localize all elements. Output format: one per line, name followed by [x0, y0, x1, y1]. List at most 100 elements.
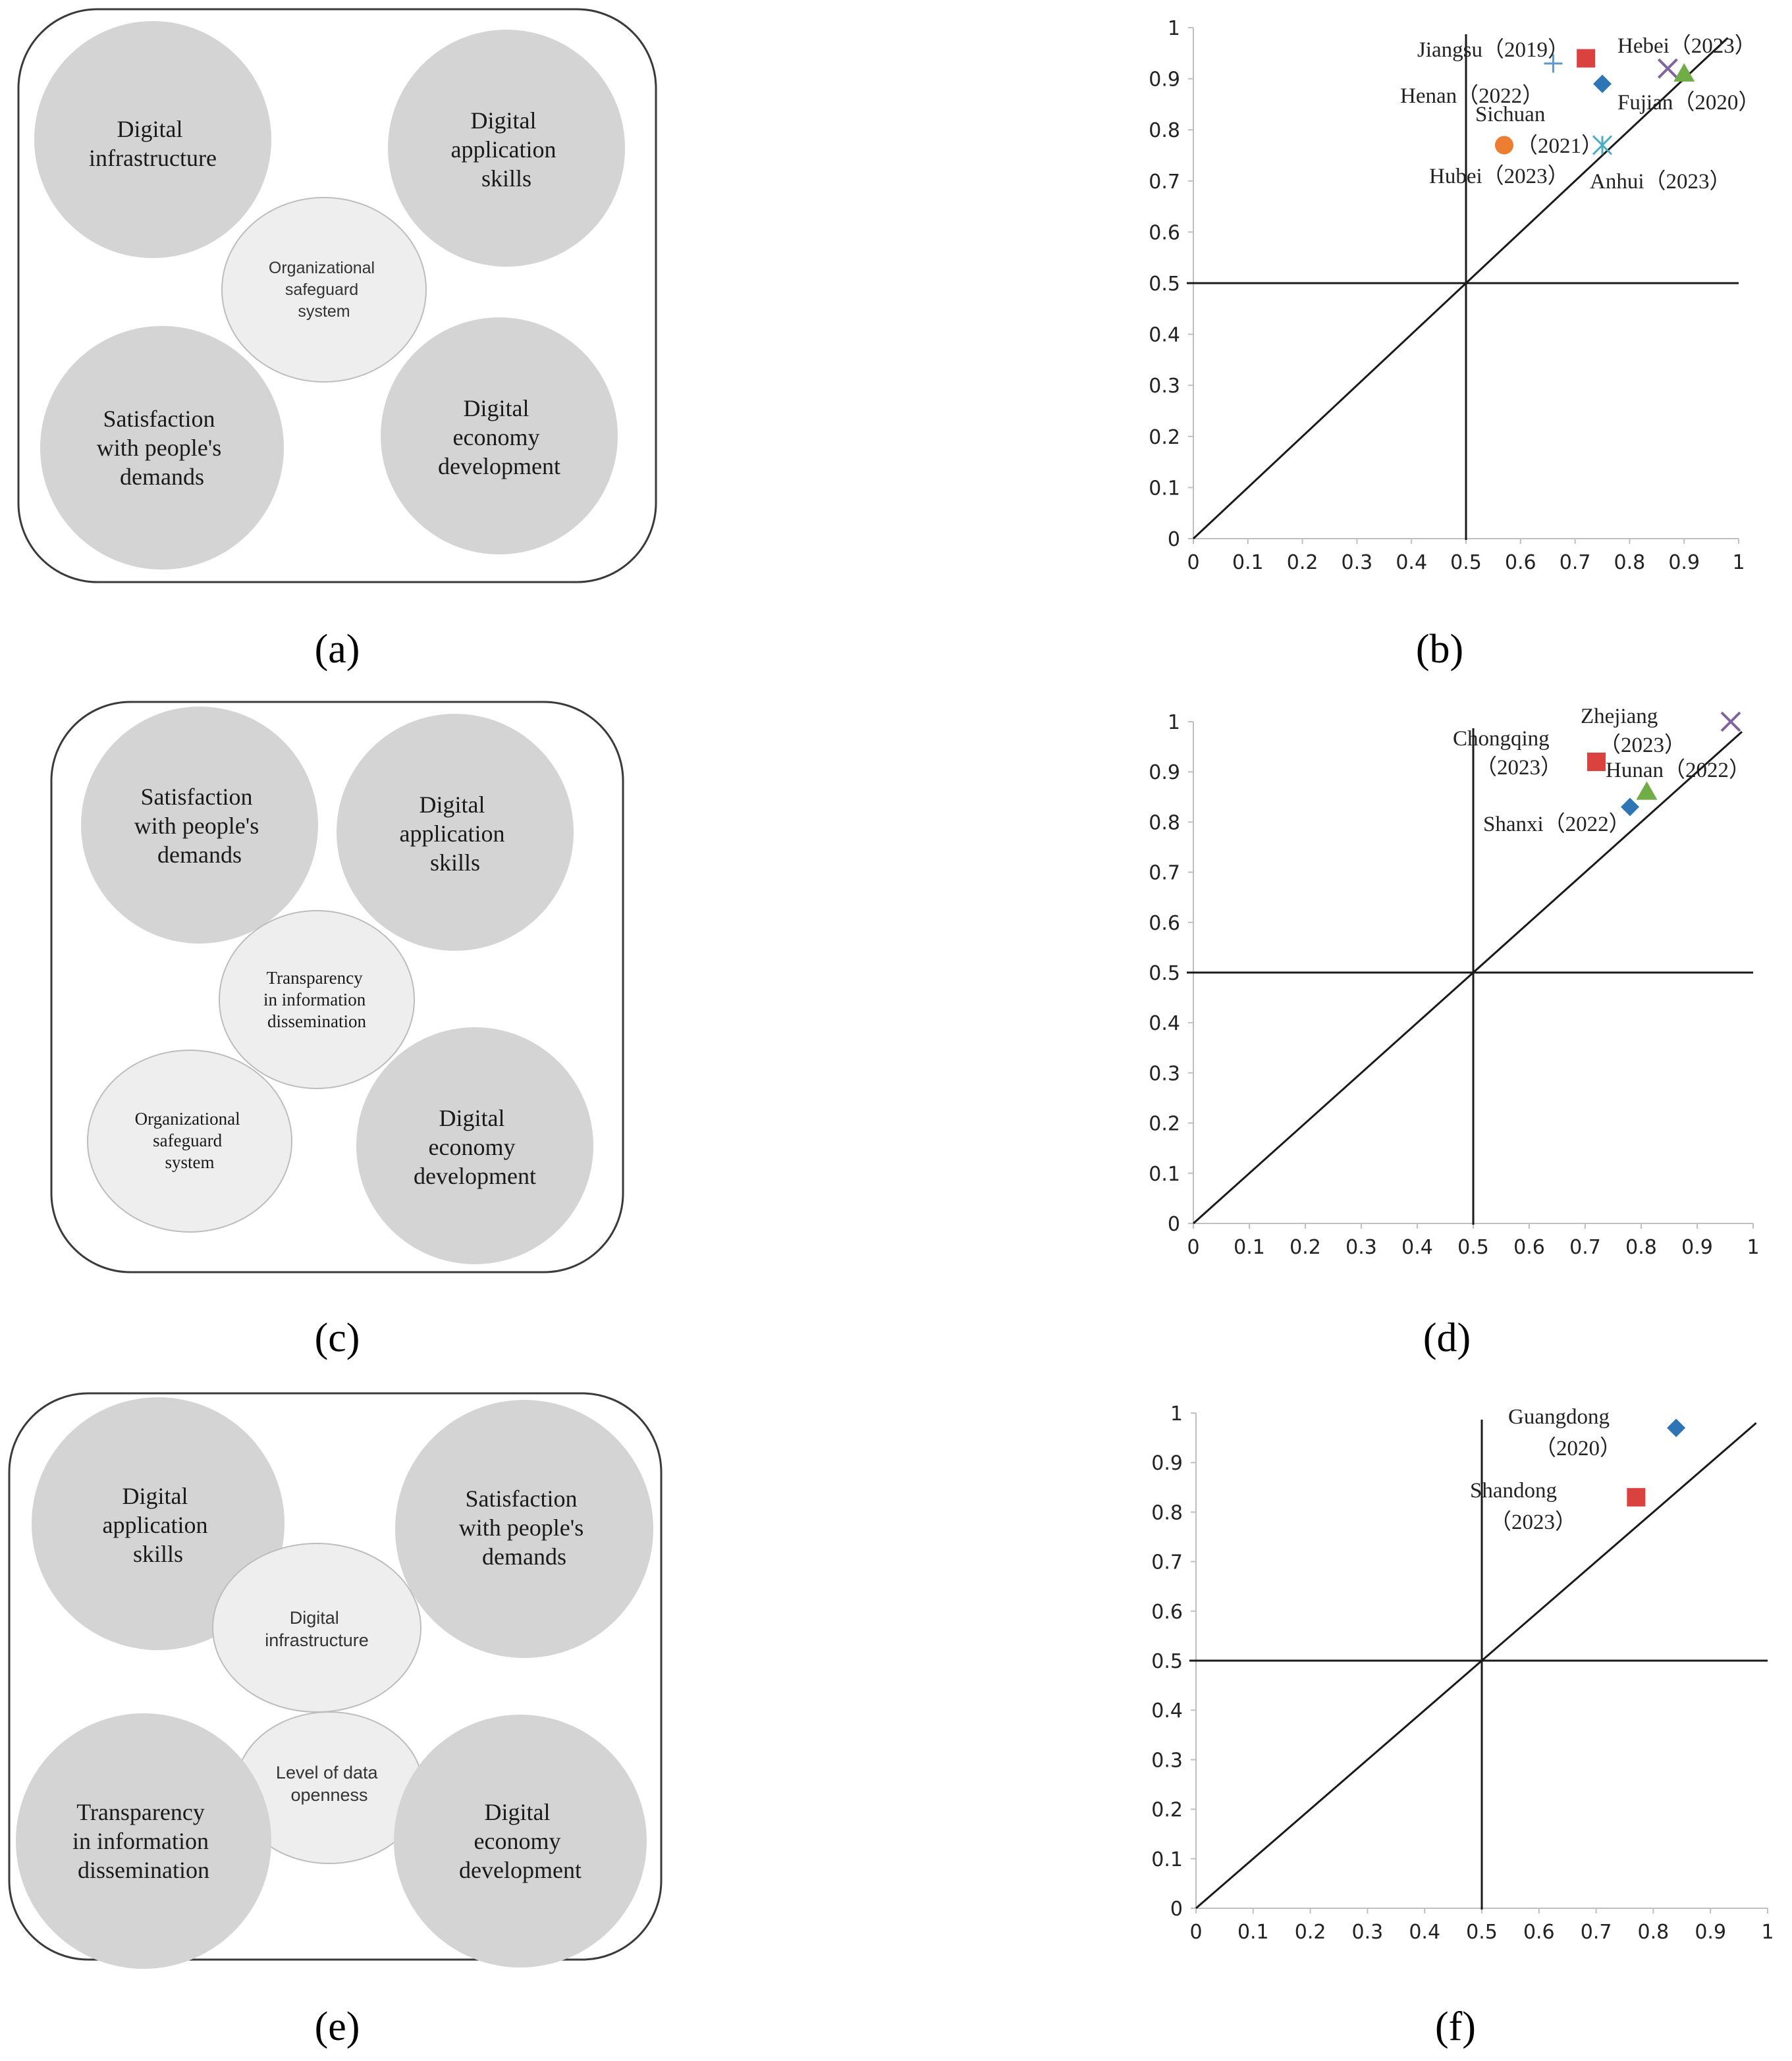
bubble-satisfaction-with-demands: Satisfaction with people's demands [40, 326, 284, 570]
bubble-organizational-safeguard-system: Organizational safeguard system [87, 1050, 292, 1233]
point-label: Zhejiang [1581, 705, 1658, 728]
y-tick-label: 0.5 [1149, 273, 1180, 296]
bubble-line: Digital [464, 395, 529, 421]
bubble-line: with people's [97, 435, 221, 461]
y-tick-label: 0.4 [1149, 324, 1180, 347]
x-tick-label: 0.8 [1638, 1921, 1670, 1944]
x-tick-label: 0.8 [1614, 551, 1646, 574]
bubble-line: skills [430, 849, 480, 876]
x-tick-label: 0.2 [1287, 551, 1318, 574]
bubble-line: development [414, 1163, 536, 1189]
bubble-line: safeguard [285, 281, 358, 299]
scatter-chart-f: 0 0.1 0.2 0.3 0.4 0.5 0.6 0.7 0.8 0.9 1 0 0.1 0.2 0.3 0… [1151, 1403, 1774, 2049]
bubble-line: dissemination [78, 1857, 209, 1883]
svg-text:Digital infrastructure: Digital infrastructure [89, 116, 217, 171]
bubble-transparency-information: Transparency in information disseminatio… [16, 1713, 271, 1969]
bubble-transparency-information: Transparency in information disseminatio… [219, 910, 415, 1089]
point-label: Fujian（2020） [1617, 91, 1760, 115]
bubble-line: skills [481, 165, 531, 192]
bubble-line: economy [453, 424, 540, 450]
point-label: Shandong [1470, 1479, 1557, 1503]
bubble-line: system [298, 302, 350, 321]
svg-text:Digital economy: Digital economy development [438, 395, 560, 479]
x-tick-label: 0.3 [1345, 1236, 1377, 1259]
bubble-line: skills [133, 1541, 183, 1567]
bubble-digital-economy-development: Digital economy development [381, 317, 618, 554]
y-tick-label: 0.3 [1151, 1749, 1183, 1772]
point-label: Shanxi（2022） [1483, 813, 1631, 836]
bubble-line: development [459, 1857, 582, 1883]
x-tick-label: 0.7 [1560, 551, 1591, 574]
diagonal-reference-line [1195, 1422, 1757, 1910]
x-tick-label: 0.4 [1396, 551, 1427, 574]
bubble-line: Organizational [135, 1109, 240, 1129]
bubble-line: economy [474, 1828, 561, 1854]
x-tick-label: 0.3 [1342, 551, 1373, 574]
y-tick-label: 0 [1170, 1898, 1183, 1921]
y-tick-label: 1 [1168, 17, 1180, 40]
point-label: Hubei（2023） [1429, 165, 1569, 188]
x-tick-label: 0.7 [1581, 1921, 1612, 1944]
bubble-line: Satisfaction [103, 406, 215, 432]
svg-text:Satisfaction with peop: Satisfaction with people's demands [459, 1486, 589, 1570]
data-point [1544, 54, 1563, 73]
y-tick-label: 0.4 [1151, 1700, 1183, 1723]
point-label: Jiangsu（2019） [1417, 38, 1569, 62]
bubble-line: with people's [459, 1514, 584, 1541]
bubble-organizational-safeguard-system: Organizational safeguard system [221, 197, 427, 383]
data-point [1494, 136, 1513, 155]
y-tick-label: 0.6 [1149, 912, 1180, 935]
x-tick-label: 0 [1187, 1236, 1199, 1259]
x-tick-label: 0 [1187, 551, 1199, 574]
y-tick-label: 0.9 [1151, 1452, 1183, 1475]
y-tick-label: 0.4 [1149, 1012, 1180, 1035]
data-point [1667, 1418, 1686, 1437]
data-point [1636, 781, 1658, 800]
bubble-line: system [165, 1152, 214, 1172]
bubble-digital-economy-development: Digital economy development [394, 1715, 647, 1967]
y-tick-label: 0.8 [1149, 119, 1180, 142]
y-tick-label: 0.1 [1151, 1848, 1183, 1871]
svg-text:Transparency in inform: Transparency in information disseminatio… [263, 968, 370, 1031]
bubble-digital-application-skills: Digital application skills [337, 714, 574, 951]
svg-text:Organizational safegua: Organizational safeguard system [269, 259, 379, 321]
x-tick-label: 0.1 [1232, 551, 1264, 574]
panel-e: Digital application skills Satisfaction … [8, 1392, 663, 2049]
bubble-line: application [400, 820, 505, 847]
point-label: Sichuan [1475, 103, 1545, 126]
x-tick-label: 0.7 [1569, 1236, 1601, 1259]
x-tick-label: 0.8 [1625, 1236, 1657, 1259]
bubble-line: application [103, 1512, 208, 1538]
x-tick-label: 0.6 [1513, 1236, 1545, 1259]
bubble-line: Digital [439, 1105, 505, 1131]
x-tick-label: 0.4 [1401, 1236, 1433, 1259]
point-label: （2023） [1475, 756, 1562, 780]
svg-text:Digital economy: Digital economy development [459, 1799, 582, 1883]
x-tick-label: 0.5 [1450, 551, 1482, 574]
panel-caption: (f) [1435, 2004, 1476, 2049]
x-tick-label: 0.9 [1695, 1921, 1726, 1944]
bubble-line: Organizational [269, 259, 375, 277]
bubble-line: infrastructure [265, 1630, 369, 1650]
bubble-line: in information [263, 990, 366, 1009]
bubble-line: safeguard [153, 1131, 222, 1150]
y-tick-label: 1 [1170, 1403, 1183, 1426]
panel-caption: (d) [1423, 1316, 1471, 1360]
bubble-line: application [451, 136, 557, 163]
bubble-line: Digital [485, 1799, 551, 1825]
data-point [1627, 1487, 1646, 1507]
y-tick-label: 0.3 [1149, 375, 1180, 398]
point-label: Hebei（2023） [1617, 34, 1756, 58]
svg-text:Satisfaction with peop: Satisfaction with people's demands [97, 406, 227, 490]
y-tick-label: 0.1 [1149, 477, 1180, 500]
panel-e-caption: (e) [315, 2004, 360, 2049]
bubble-line: Digital [117, 116, 183, 142]
x-tick-label: 0.5 [1466, 1921, 1498, 1944]
y-tick-label: 0.1 [1149, 1163, 1180, 1186]
svg-text:Digital application: Digital application skills [103, 1483, 214, 1567]
svg-text:Digital application: Digital application skills [400, 791, 511, 876]
point-label: （2023） [1599, 734, 1686, 757]
x-tick-label: 0 [1189, 1921, 1202, 1944]
svg-text:Digital application: Digital application skills [451, 107, 562, 192]
point-label: Chongqing [1453, 727, 1550, 751]
